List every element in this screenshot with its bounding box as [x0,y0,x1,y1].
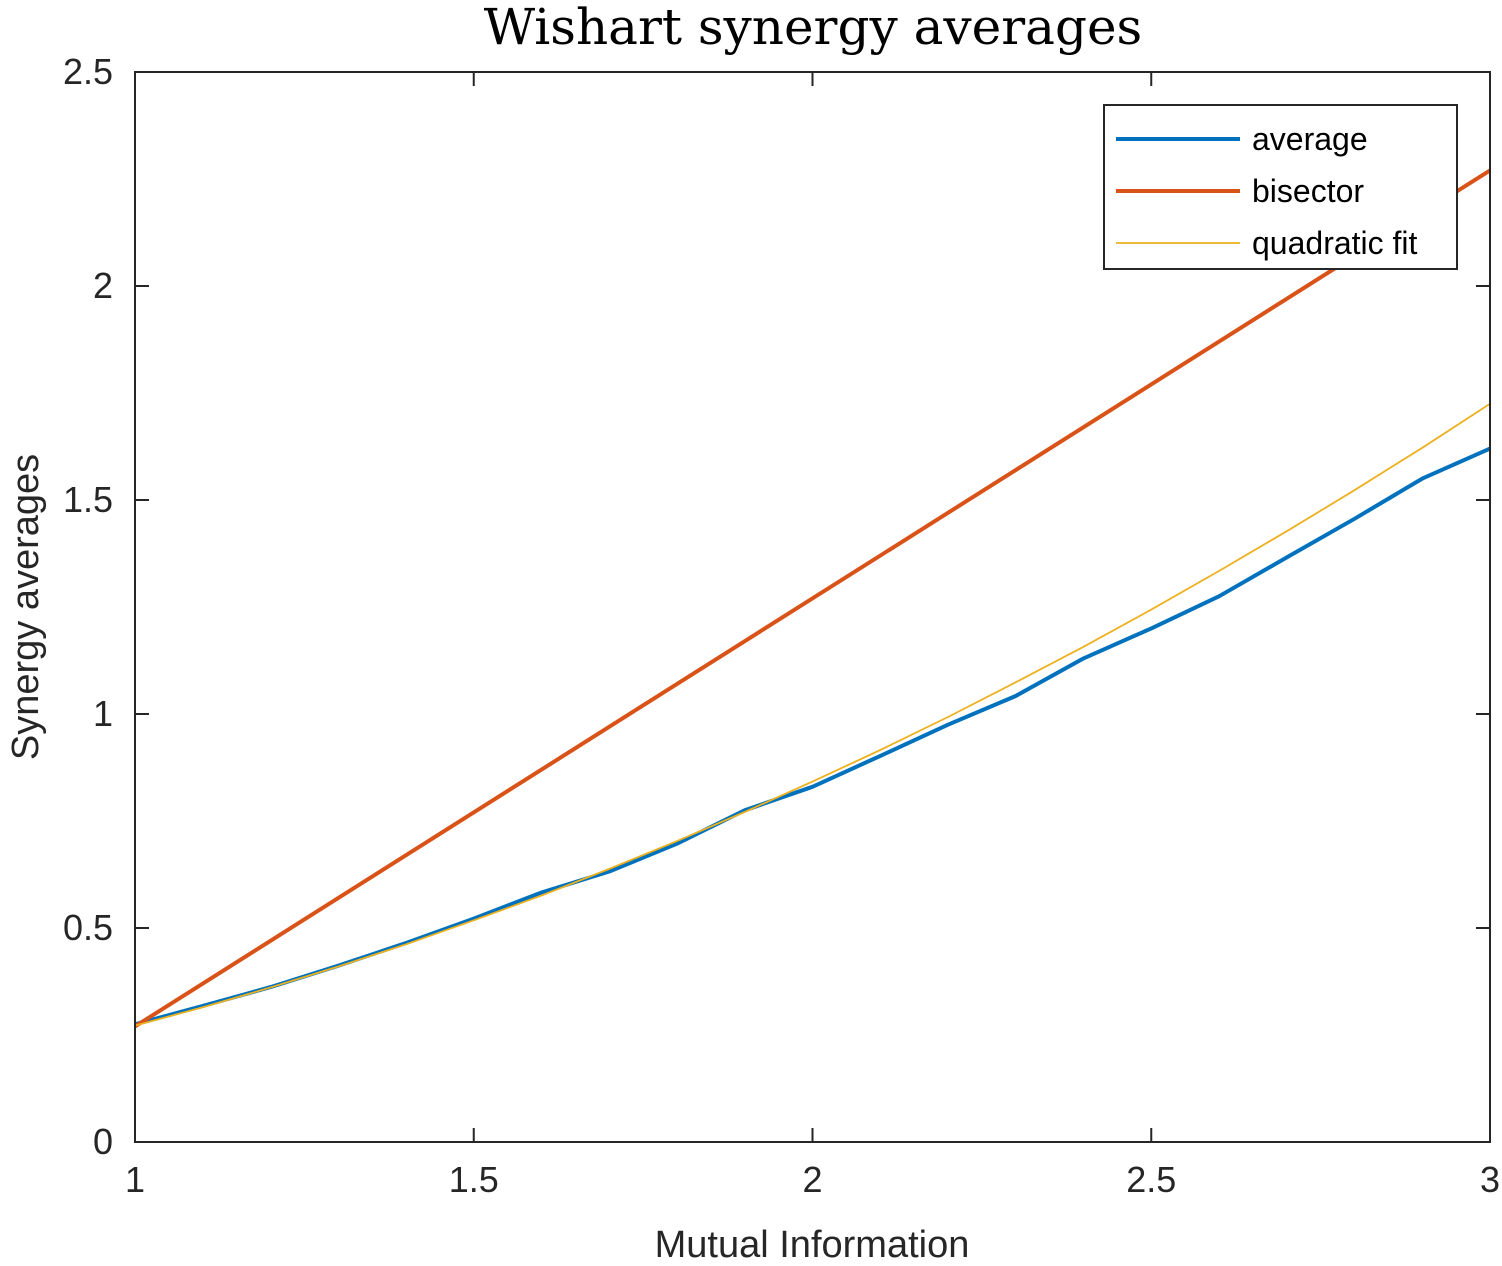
y-axis-label: Synergy averages [5,454,47,760]
x-tick-label: 1 [125,1159,145,1200]
y-axis-ticks: 0 0.5 1 1.5 2 2.5 [63,51,1490,1162]
y-tick-label: 2 [93,265,113,306]
x-tick-label: 1.5 [449,1159,499,1200]
legend-box [1103,104,1458,270]
legend-label: quadratic fit [1252,225,1418,261]
series-line-bisector [133,168,1492,1029]
series-line-average [134,446,1491,1027]
y-tick-label: 2.5 [63,51,113,92]
legend-label: bisector [1252,173,1364,209]
x-tick-label: 2.5 [1126,1159,1176,1200]
y-tick-label: 0 [93,1121,113,1162]
chart-title: Wishart synergy averages [484,0,1142,56]
legend: average bisector quadratic fit [1103,104,1458,270]
y-tick-label: 1.5 [63,479,113,520]
x-tick-label: 3 [1480,1159,1500,1200]
x-axis-ticks: 1 1.5 2 2.5 3 [125,72,1500,1200]
series-line-quadratic-fit [134,402,1491,1027]
series-lines [133,168,1492,1029]
legend-label: average [1252,121,1368,157]
y-tick-label: 0.5 [63,907,113,948]
x-axis-label: Mutual Information [655,1224,970,1266]
x-tick-label: 2 [802,1159,822,1200]
y-tick-label: 1 [93,693,113,734]
